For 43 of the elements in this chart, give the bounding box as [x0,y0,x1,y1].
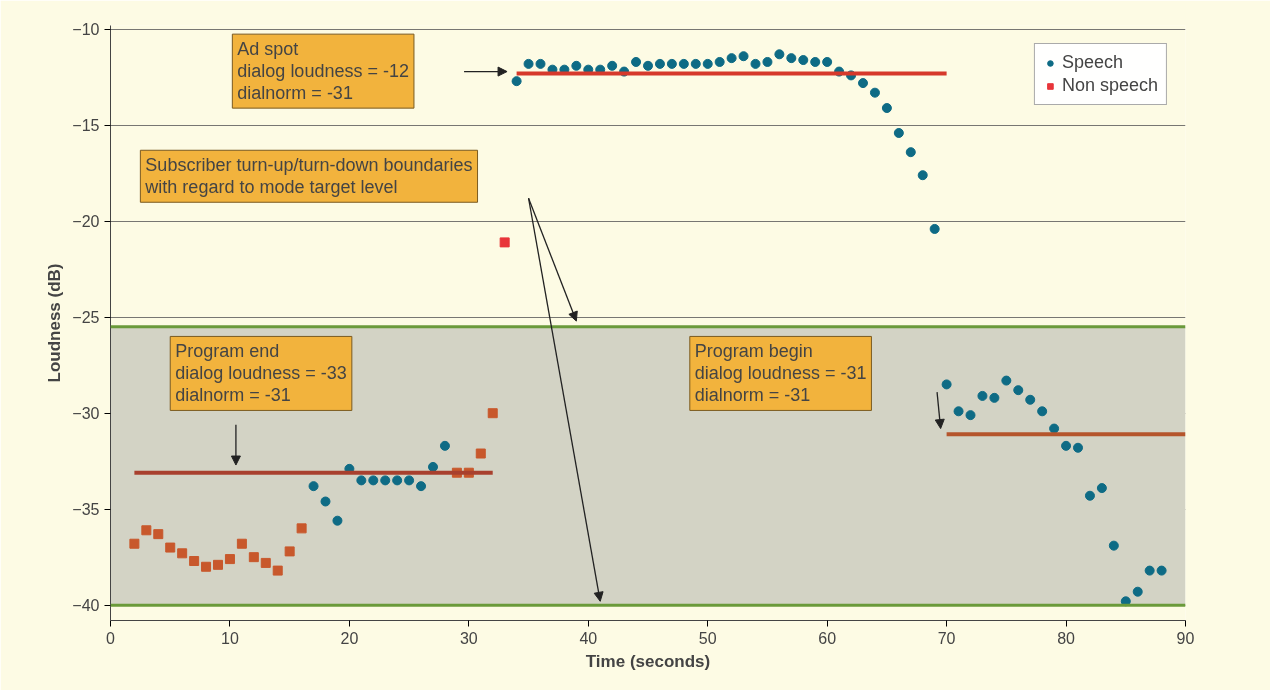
point [260,557,271,568]
annotation: Program end dialog loudness = -33 dialnorm = -31 [175,341,347,406]
point [129,538,140,549]
x-tick-label: 70 [937,629,956,647]
point [296,523,307,534]
legend-label: Non speech [1061,75,1158,96]
y-tick-label: −15 [72,117,100,135]
x-tick-label: 10 [221,629,239,647]
annotation: Subscriber turn-up/turn-down boundaries with regard to mode target level [144,155,473,198]
point [141,525,152,536]
x-tick-label: 90 [1176,629,1195,647]
x-axis-title: Time (seconds) [585,651,711,671]
y-tick-label: −30 [72,405,100,423]
x-tick-label: 20 [340,629,359,647]
y-tick-label: −40 [72,597,100,615]
point [499,237,510,248]
point [213,559,223,570]
point [189,556,200,566]
x-tick-label: 60 [818,629,837,647]
x-tick-label: 50 [698,629,717,647]
y-axis-title: Loudness (dB) [45,263,65,383]
annotation: Ad spot dialog loudness = -12 dialnorm = -31 [237,39,409,104]
point [248,552,259,563]
y-tick-label: −35 [72,501,100,519]
legend-label: Speech [1061,52,1123,73]
x-tick-label: 0 [106,629,116,647]
point [475,448,486,459]
y-tick-label: −10 [72,21,100,39]
x-tick-label: 40 [579,629,598,647]
point [201,561,212,572]
annotation: Program begin dialog loudness = -31 dialnorm = -31 [694,341,867,406]
point [153,529,164,540]
point [224,554,235,565]
x-tick-label: 30 [459,629,478,647]
point [487,408,498,419]
point [236,538,247,549]
point [165,542,176,553]
x-tick-label: 80 [1057,629,1076,647]
y-tick-label: −20 [72,213,100,231]
point [272,565,283,576]
point [177,548,188,559]
y-tick-label: −25 [72,309,100,327]
point [284,546,295,557]
